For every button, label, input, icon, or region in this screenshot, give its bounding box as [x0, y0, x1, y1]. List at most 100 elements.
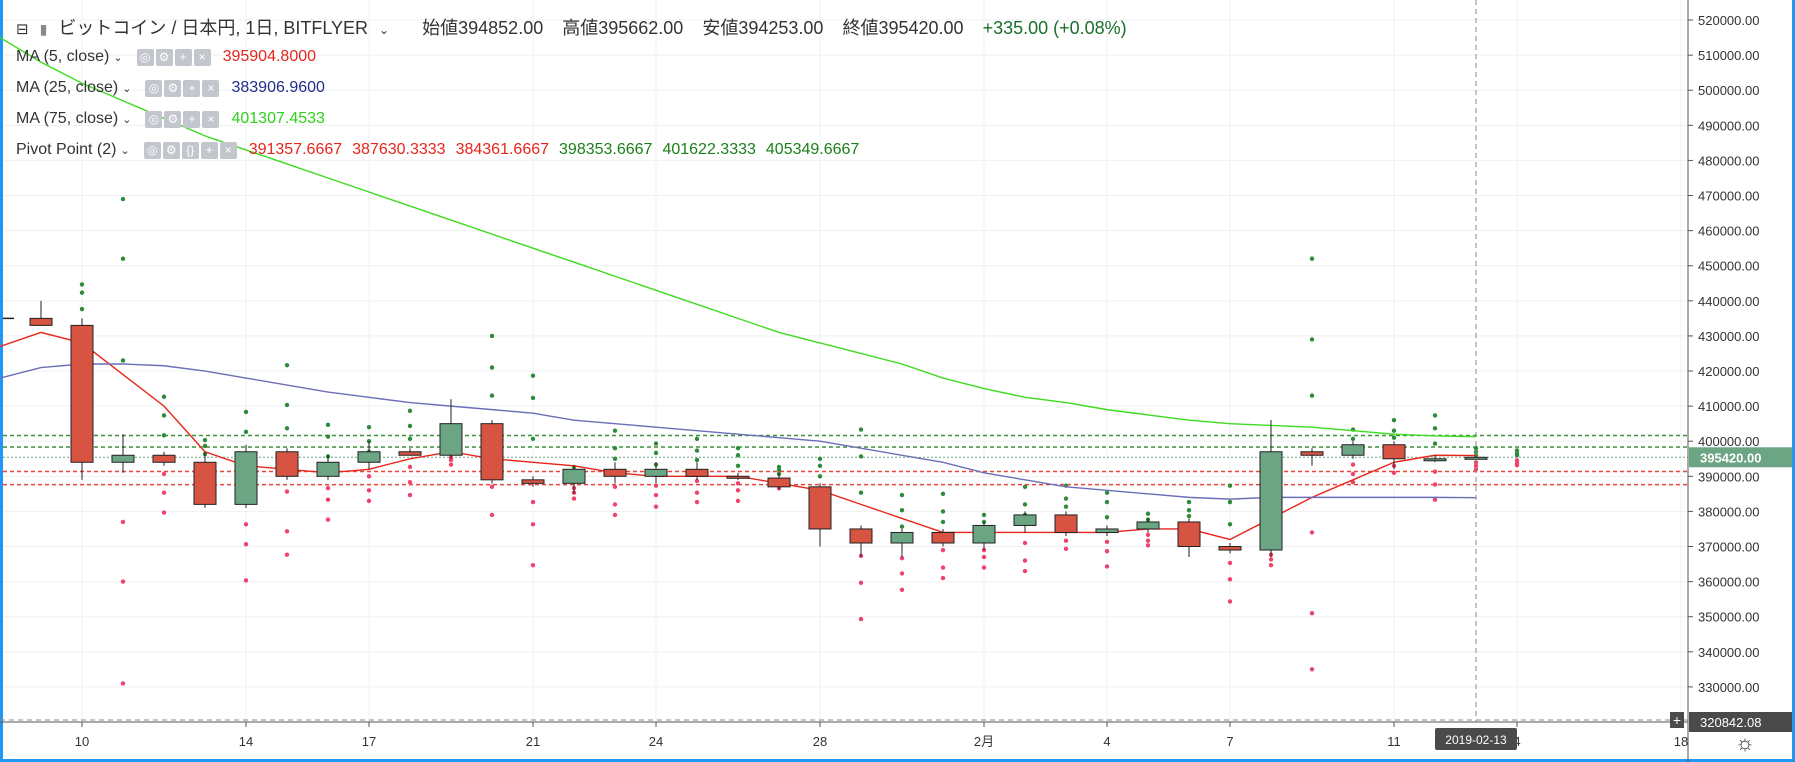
candle: [521, 476, 545, 487]
chevron-down-icon[interactable]: ⌄: [122, 82, 132, 95]
gear-icon[interactable]: ⚙: [164, 110, 182, 128]
ohlc-high-label: 高値: [562, 18, 599, 38]
plus-icon[interactable]: +: [174, 48, 192, 66]
indicator-name[interactable]: MA (25, close): [16, 79, 119, 96]
plus-icon[interactable]: +: [183, 79, 201, 97]
gear-icon[interactable]: ⚙: [162, 141, 180, 159]
eye-icon[interactable]: ◎: [145, 110, 163, 128]
current-price-tag-bg: [1689, 447, 1792, 468]
gear-icon[interactable]: ⚙: [155, 48, 173, 66]
candle: [1300, 448, 1324, 466]
candle-body: [275, 451, 299, 477]
pivot-resistance-dot: [817, 474, 823, 479]
candle: [726, 472, 750, 480]
symbol-header[interactable]: ⊟ ▮ ビットコイン / 日本円, 1日, BITFLYER ⌄ 始値39485…: [16, 14, 1133, 40]
settings-gear-icon[interactable]: ☼: [1734, 730, 1755, 755]
candle-body: [234, 451, 258, 505]
chevron-down-icon[interactable]: ⌄: [120, 144, 130, 157]
pivot-support-dot: [284, 489, 290, 494]
indicator-row-ma25[interactable]: MA (25, close) ⌄ ◎ ⚙ + × 383906.9600: [16, 79, 325, 97]
pivot-support-dot: [243, 522, 249, 527]
indicator-name[interactable]: Pivot Point (2): [16, 141, 117, 158]
pivot-value: 405349.6667: [765, 141, 860, 158]
pivot-support-dot: [1145, 532, 1151, 538]
eye-icon[interactable]: ◎: [145, 79, 163, 97]
pivot-resistance-dot: [1063, 504, 1069, 509]
crosshair-price-tag: 320842.08: [1700, 715, 1761, 730]
pivot-resistance-dot: [1432, 441, 1438, 446]
pivot-support-dot: [694, 499, 700, 505]
pivot-resistance-dot: [1309, 337, 1315, 342]
eye-icon[interactable]: ◎: [143, 141, 161, 159]
x-tick-label: 14: [239, 734, 253, 749]
pivot-resistance-dot: [489, 365, 495, 370]
flag-icon[interactable]: ▮: [39, 21, 48, 37]
indicator-row-pivot[interactable]: Pivot Point (2) ⌄ ◎ ⚙{} + × 391357.6667 387…: [16, 141, 859, 159]
pivot-support-dot: [899, 587, 905, 592]
chevron-down-icon[interactable]: ⌄: [113, 51, 123, 64]
pivot-resistance-dot: [284, 362, 290, 368]
candle-body: [111, 454, 135, 463]
candle-body: [644, 468, 668, 477]
candle: [1136, 518, 1160, 533]
candle: [1095, 525, 1119, 536]
indicator-name[interactable]: MA (5, close): [16, 48, 110, 65]
close-icon[interactable]: ×: [219, 141, 237, 159]
braces-icon[interactable]: {}: [181, 141, 199, 159]
price-axis: 330000.00 340000.00 350000.00 360000.00 3700…: [1687, 0, 1759, 762]
candle-body: [357, 451, 381, 463]
pivot-resistance-dot: [284, 402, 290, 408]
candle-body: [1218, 546, 1242, 551]
y-tick-label: 340000.00: [1698, 645, 1759, 660]
pivot-support-dot: [530, 563, 536, 568]
indicator-row-ma75[interactable]: MA (75, close) ⌄ ◎ ⚙ + × 401307.4533: [16, 110, 325, 128]
candle-body: [1136, 521, 1160, 530]
pivot-resistance-dot: [79, 306, 85, 312]
pivot-resistance-dot: [1227, 499, 1233, 505]
pivot-resistance-dot: [612, 456, 618, 461]
pivot-resistance-dot: [776, 464, 782, 470]
symbol-title[interactable]: ビットコイン / 日本円, 1日, BITFLYER: [58, 18, 369, 38]
ohlc-low-value: 394253.00: [738, 18, 824, 38]
x-tick-label: 18: [1674, 734, 1688, 749]
pivot-resistance-dot: [940, 509, 946, 514]
candle-body: [480, 423, 504, 481]
pivot-resistance-dot: [1514, 448, 1520, 453]
pivot-support-dot: [120, 579, 126, 584]
plus-icon[interactable]: +: [200, 141, 218, 159]
close-icon[interactable]: ×: [193, 48, 211, 66]
pivot-support-dot: [161, 510, 167, 515]
pivot-resistance-dot: [694, 448, 700, 453]
pivot-resistance-dot: [530, 395, 536, 401]
chevron-down-icon[interactable]: ⌄: [122, 113, 132, 126]
indicator-name[interactable]: MA (75, close): [16, 110, 119, 127]
y-tick-label: 380000.00: [1698, 504, 1759, 519]
pivot-resistance-dot: [1104, 490, 1110, 495]
collapse-icon[interactable]: ⊟: [16, 21, 29, 38]
chevron-down-icon[interactable]: ⌄: [379, 23, 390, 37]
close-icon[interactable]: ×: [202, 110, 220, 128]
x-tick-label: 4: [1103, 734, 1110, 749]
pivot-resistance-dot: [79, 290, 85, 295]
pivot-support-dot: [161, 490, 167, 495]
pivot-support-dot: [325, 497, 331, 502]
candles: [29, 300, 1488, 558]
pivot-resistance-dot: [161, 394, 167, 399]
close-icon[interactable]: ×: [202, 79, 220, 97]
candle-body: [1423, 458, 1447, 462]
pivot-support-dot: [1104, 564, 1110, 569]
gear-icon[interactable]: ⚙: [164, 79, 182, 97]
pivot-resistance-dot: [612, 446, 618, 451]
plus-icon[interactable]: +: [183, 110, 201, 128]
pivot-resistance-dot: [202, 437, 208, 443]
x-tick-label: 2月: [974, 734, 994, 749]
pivot-support-dot: [612, 502, 618, 507]
pivot-support-dot: [1514, 458, 1520, 463]
candle-body: [521, 479, 545, 484]
candle-body: [808, 486, 832, 530]
pivot-support-dot: [1227, 577, 1233, 582]
pivot-resistance-dot: [858, 490, 864, 495]
indicator-row-ma5[interactable]: MA (5, close) ⌄ ◎ ⚙ + × 395904.8000: [16, 48, 316, 66]
eye-icon[interactable]: ◎: [136, 48, 154, 66]
